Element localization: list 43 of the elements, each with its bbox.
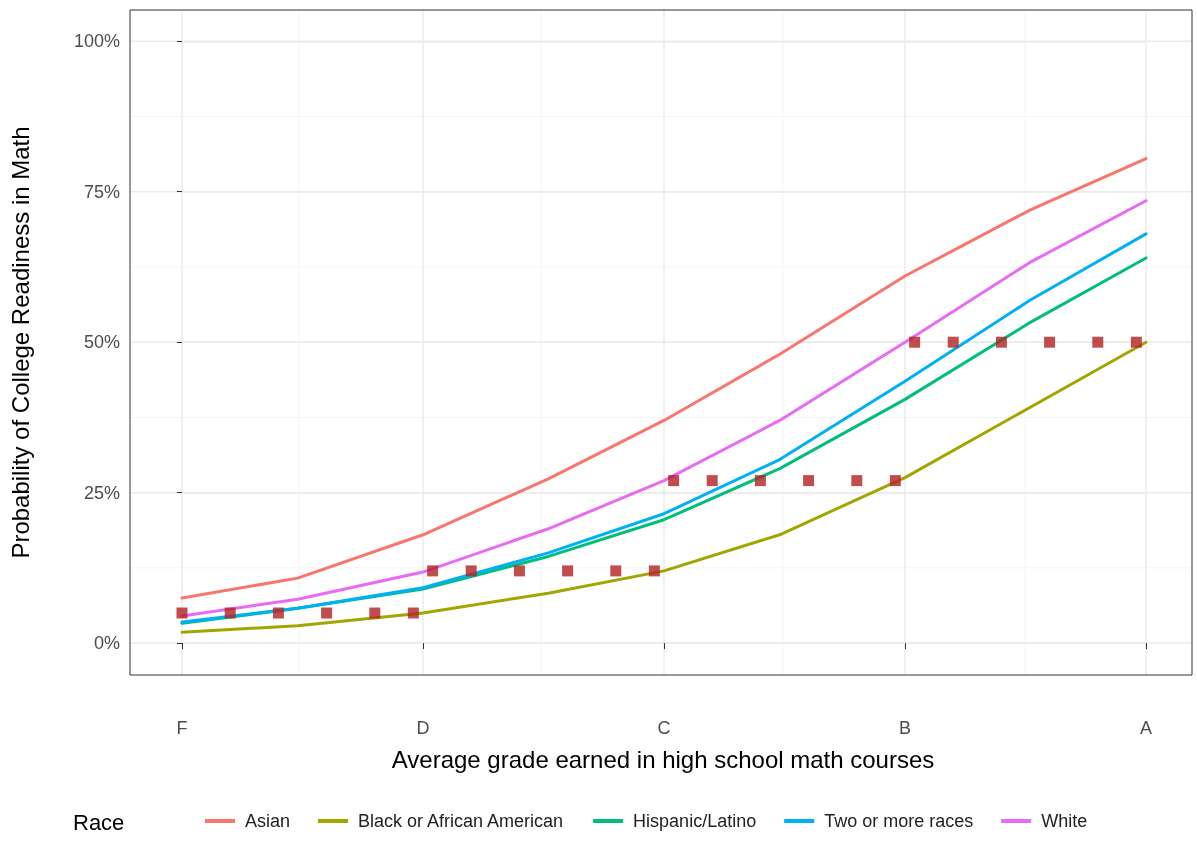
x-tick-label: A <box>1139 718 1153 738</box>
point <box>224 607 236 619</box>
point <box>1130 336 1142 348</box>
point <box>668 475 680 487</box>
point <box>648 565 660 577</box>
legend-title: Race <box>73 809 125 835</box>
x-axis-title: Average grade earned in high school math courses <box>391 745 935 773</box>
x-tick-label: B <box>898 718 912 738</box>
legend-label: Asian <box>245 811 291 831</box>
point <box>513 565 525 577</box>
y-tick-label: 75% <box>83 181 120 202</box>
y-tick-label: 0% <box>93 633 120 654</box>
point <box>176 607 188 619</box>
point <box>407 607 419 619</box>
point <box>909 336 921 348</box>
point <box>1092 336 1104 348</box>
x-tick-label: C <box>657 718 671 738</box>
point <box>427 565 439 577</box>
point <box>803 475 815 487</box>
point <box>947 336 959 348</box>
legend-label: Black or African American <box>358 811 564 831</box>
point <box>465 565 477 577</box>
legend-label: White <box>1041 811 1088 831</box>
line-series <box>180 340 1148 634</box>
y-tick-label: 25% <box>83 482 120 503</box>
x-tick-label: F <box>176 718 188 738</box>
point <box>889 475 901 487</box>
point <box>754 475 766 487</box>
y-tick-label: 100% <box>73 31 120 52</box>
point <box>321 607 333 619</box>
point <box>272 607 284 619</box>
point <box>1044 336 1056 348</box>
y-axis-title: Probability of College Readiness in Math <box>6 126 34 559</box>
legend-label: Two or more races <box>824 811 974 831</box>
point <box>851 475 863 487</box>
y-tick-label: 50% <box>83 332 120 353</box>
point <box>706 475 718 487</box>
point <box>369 607 381 619</box>
x-tick-label: D <box>416 718 430 738</box>
point <box>562 565 574 577</box>
legend-label: Hispanic/Latino <box>633 811 757 831</box>
point <box>995 336 1007 348</box>
point <box>610 565 622 577</box>
